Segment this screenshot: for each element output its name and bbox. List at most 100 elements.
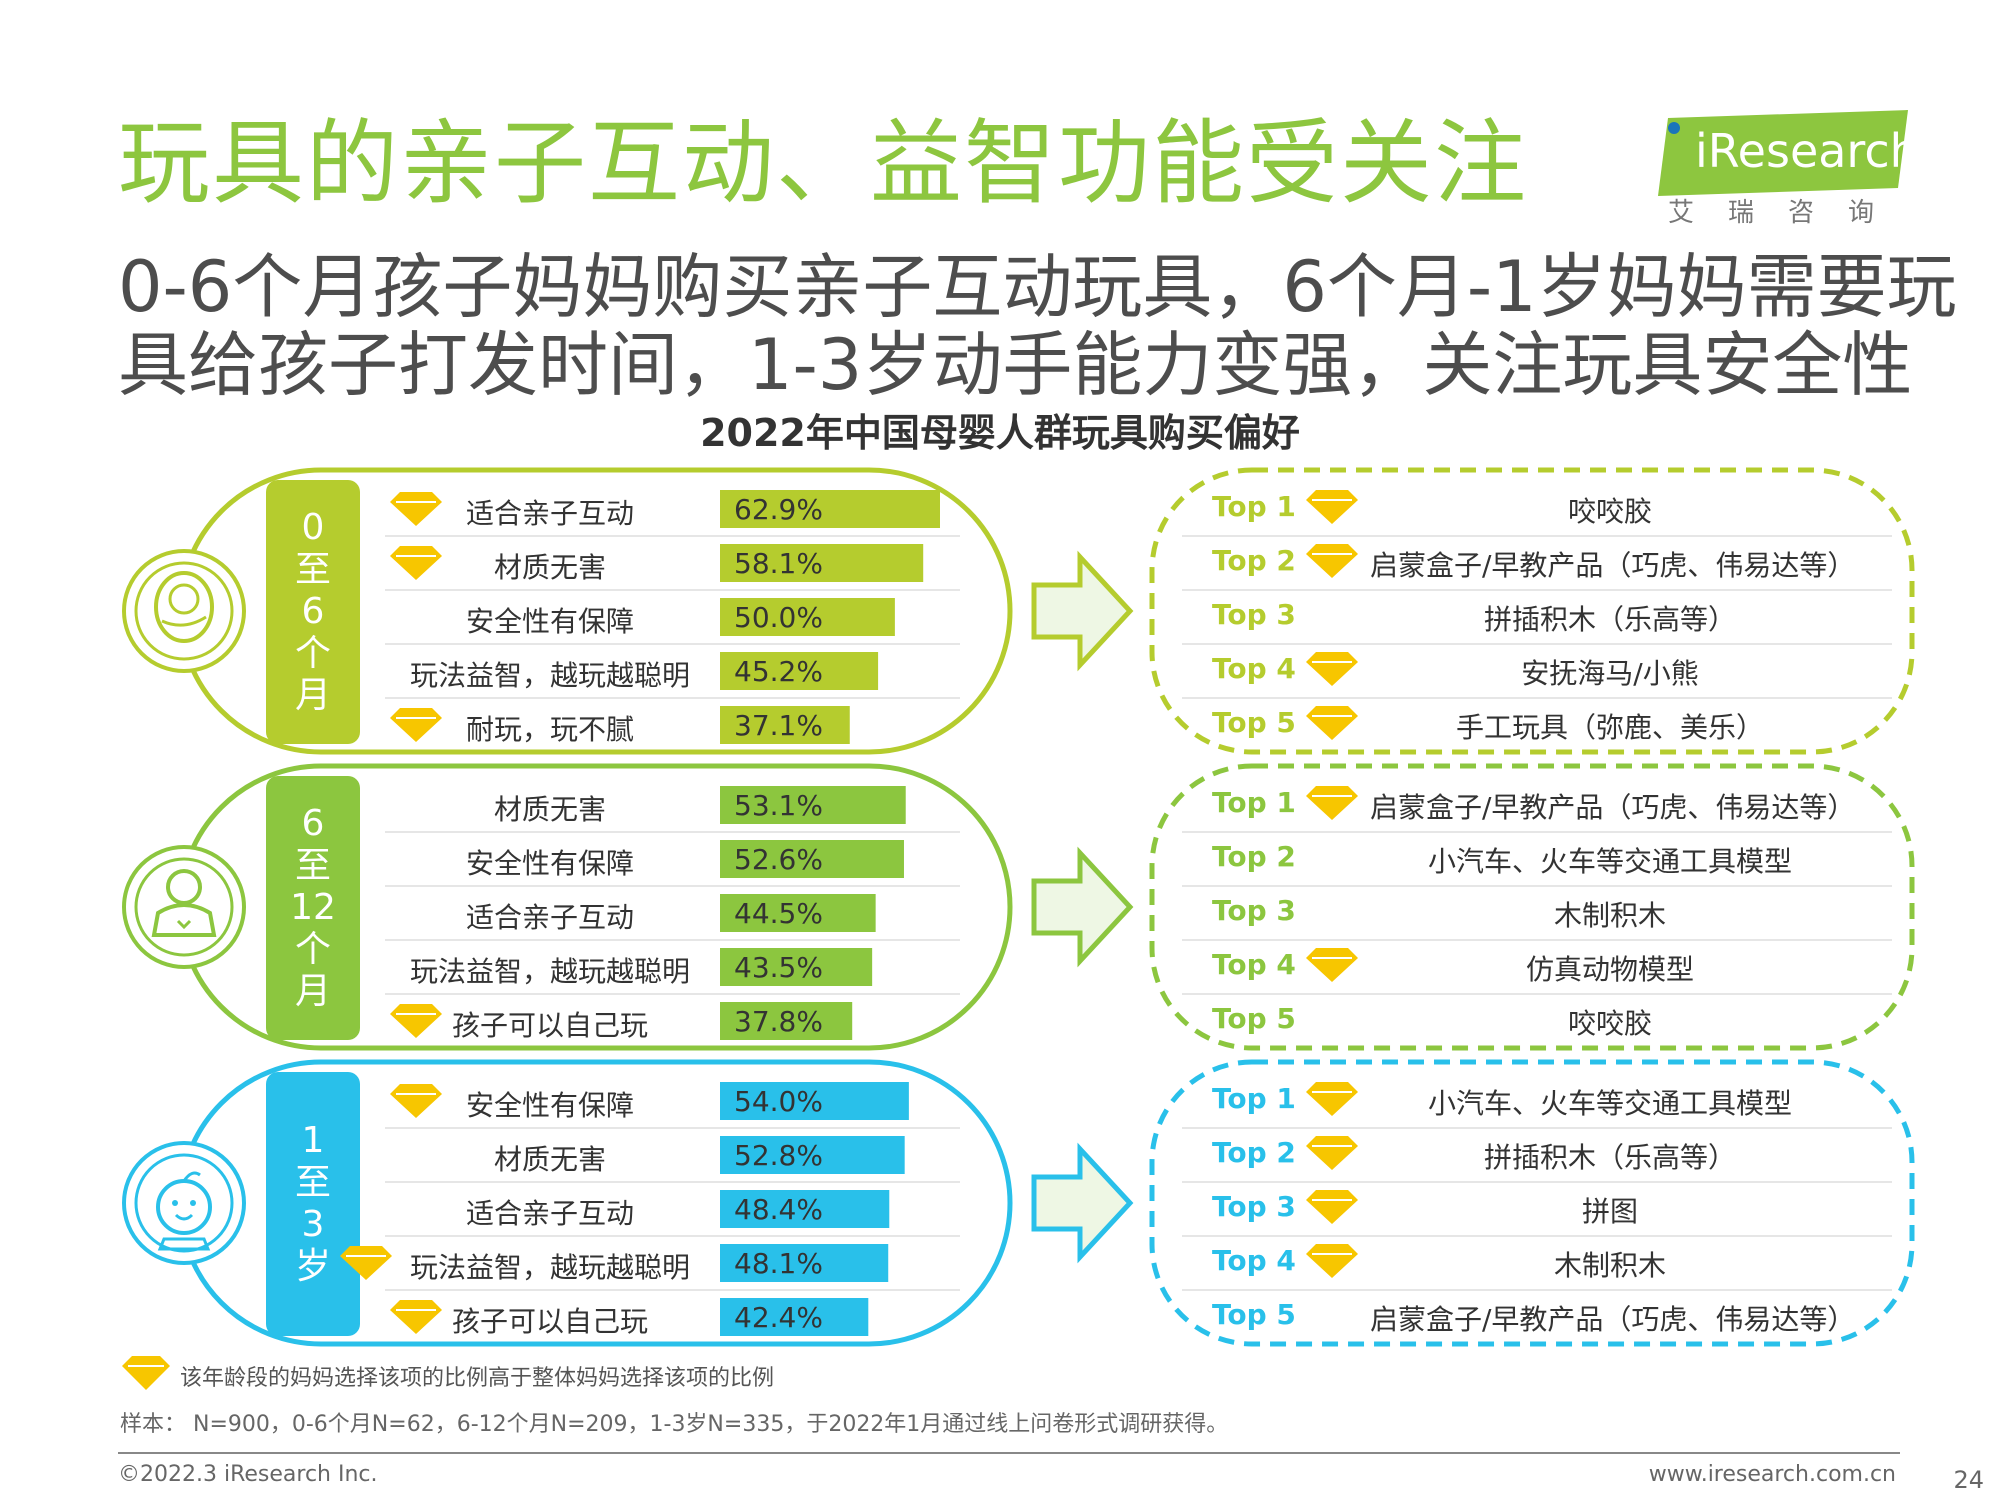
sitting-baby-icon-inner-ring (134, 857, 234, 957)
bar-category-label: 玩法益智，越玩越聪明 (409, 1251, 690, 1284)
bar (720, 840, 904, 878)
toddler-eye (172, 1200, 178, 1206)
top5-panel (1149, 467, 1915, 755)
copyright: ©2022.3 iResearch Inc. (118, 1462, 378, 1487)
bar-value-label: 54.0% (734, 1085, 823, 1118)
gold-diamond-icon (390, 492, 442, 526)
age-label-char: 0 (301, 507, 325, 548)
swaddle-fold (161, 615, 207, 627)
age-column (266, 776, 360, 1040)
baby-heart (176, 919, 192, 930)
age-label-char: 至 (294, 549, 331, 590)
top-rank-label: Top 2 (1212, 544, 1296, 577)
bar-value-label: 48.1% (734, 1247, 823, 1280)
bar-value-label: 44.5% (734, 897, 823, 930)
age-column (266, 1072, 360, 1336)
footer-divider (118, 1452, 1900, 1454)
toddler-collar (157, 1237, 211, 1251)
top-item-label: 手工玩具（弥鹿、美乐） (1455, 711, 1764, 744)
age-label-char: 月 (294, 971, 331, 1012)
bar-category-label: 孩子可以自己玩 (451, 1009, 648, 1042)
top-rank-label: Top 5 (1212, 706, 1296, 739)
swaddled-baby-icon-ring (122, 549, 246, 673)
swaddle-outline (154, 571, 214, 643)
bar-value-label: 62.9% (734, 493, 823, 526)
chart-title: 2022年中国母婴人群玩具购买偏好 (700, 411, 1300, 455)
top-item-label: 木制积木 (1553, 1249, 1666, 1282)
baby-head (168, 583, 200, 615)
top5-panel (1149, 1059, 1915, 1347)
chart-svg (122, 467, 1915, 1347)
gold-diamond-icon (1306, 652, 1358, 686)
bar-value-label: 53.1% (734, 789, 823, 822)
age-label-char: 个 (294, 929, 331, 970)
bar-value-label: 45.2% (734, 655, 823, 688)
gold-diamond-icon (1306, 544, 1358, 578)
bar (720, 1298, 869, 1336)
top-item-label: 安抚海马/小熊 (1521, 657, 1699, 690)
top-item-label: 启蒙盒子/早教产品（巧虎、伟易达等） (1370, 791, 1856, 824)
age-column (266, 480, 360, 744)
top-rank-label: Top 3 (1212, 1190, 1296, 1223)
age-label-char: 12 (290, 887, 336, 928)
age-label-char: 6 (301, 803, 325, 844)
top-rank-label: Top 4 (1212, 948, 1296, 981)
top-rank-label: Top 1 (1212, 786, 1296, 819)
bar-category-label: 材质无害 (493, 551, 606, 584)
top-rank-label: Top 3 (1212, 894, 1296, 927)
age-label-char: 岁 (294, 1246, 331, 1287)
bar-category-label: 适合亲子互动 (465, 901, 634, 934)
gold-diamond-icon (1306, 490, 1358, 524)
bar (720, 1082, 909, 1120)
subtitle-line-1: 0-6个月孩子妈妈购买亲子互动玩具，6个月-1岁妈妈需要玩 (118, 246, 1957, 328)
logo-text: iResearch (1695, 124, 1919, 178)
bar-value-label: 58.1% (734, 547, 823, 580)
baby-body (151, 903, 217, 937)
bar-category-label: 安全性有保障 (465, 1089, 634, 1122)
age-label-char: 3 (301, 1204, 325, 1245)
bar (720, 948, 873, 986)
toddler-face-icon-inner-ring (134, 1153, 234, 1253)
bar (720, 1136, 905, 1174)
bar-category-label: 材质无害 (493, 793, 606, 826)
page-title: 玩具的亲子互动、益智功能受关注 (118, 110, 1529, 217)
age-label-char: 至 (294, 1162, 331, 1203)
top-rank-label: Top 1 (1212, 1082, 1296, 1115)
top-rank-label: Top 2 (1212, 840, 1296, 873)
bar-value-label: 48.4% (734, 1193, 823, 1226)
top-rank-label: Top 5 (1212, 1298, 1296, 1331)
flow-arrow (1031, 846, 1134, 968)
flow-arrow (1031, 550, 1134, 672)
swaddled-baby-icon-inner-ring (134, 561, 234, 661)
toddler-hair (182, 1171, 201, 1182)
top-item-label: 小汽车、火车等交通工具模型 (1427, 1087, 1792, 1120)
bar-category-label: 适合亲子互动 (465, 497, 634, 530)
toddler-eye (190, 1200, 196, 1206)
bar-category-label: 玩法益智，越玩越聪明 (409, 659, 690, 692)
bar (720, 894, 876, 932)
sample-note: 样本： N=900，0-6个月N=62，6-12个月N=209，1-3岁N=33… (120, 1412, 1229, 1437)
logo-subtitle: 艾瑞咨询 (1668, 198, 1909, 228)
bar-value-label: 42.4% (734, 1301, 823, 1334)
age-label-char: 6 (301, 591, 325, 632)
top-item-label: 拼图 (1581, 1195, 1638, 1228)
toddler-smile (174, 1213, 194, 1221)
gold-diamond-icon (1306, 1136, 1358, 1170)
bar-value-label: 37.8% (734, 1005, 823, 1038)
bar-category-label: 安全性有保障 (465, 847, 634, 880)
bar-category-label: 安全性有保障 (465, 605, 634, 638)
bar-category-label: 耐玩，玩不腻 (465, 713, 634, 746)
top5-panel (1149, 763, 1915, 1051)
legend-note: 该年龄段的妈妈选择该项的比例高于整体妈妈选择该项的比例 (180, 1366, 775, 1391)
bar-category-label: 孩子可以自己玩 (451, 1305, 648, 1338)
top-item-label: 仿真动物模型 (1525, 953, 1694, 986)
age-label-char: 至 (294, 845, 331, 886)
website-link[interactable]: www.iresearch.com.cn (1648, 1462, 1896, 1487)
age-label-char: 月 (294, 675, 331, 716)
top-item-label: 咬咬胶 (1567, 495, 1652, 528)
gold-diamond-icon (1306, 1190, 1358, 1224)
gold-diamond-icon (390, 1004, 442, 1038)
bar (720, 1002, 853, 1040)
gold-diamond-icon (1306, 1244, 1358, 1278)
top-item-label: 启蒙盒子/早教产品（巧虎、伟易达等） (1370, 1303, 1856, 1336)
